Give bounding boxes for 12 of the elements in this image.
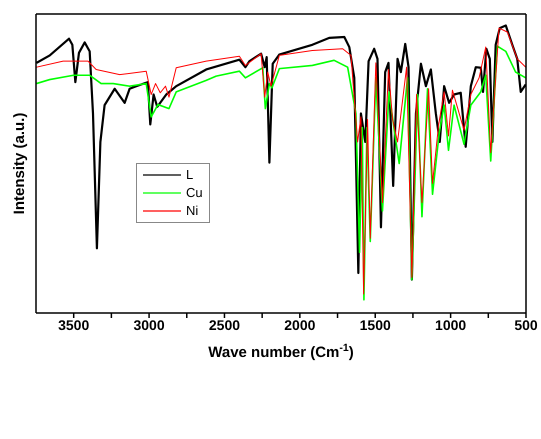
x-tick-label: 3000: [134, 316, 165, 333]
x-tick-label: 2000: [284, 316, 316, 333]
x-tick-label: 500: [514, 316, 538, 333]
y-axis-title: Intensity (a.u.): [11, 112, 28, 214]
legend-label: L: [186, 166, 194, 184]
x-tick-label: 1500: [360, 316, 392, 333]
x-tick-label: 2500: [208, 316, 240, 333]
x-tick-label: 1000: [435, 316, 466, 333]
legend-label: Cu: [186, 184, 203, 202]
legend-label: Ni: [186, 202, 198, 220]
x-tick-label: 3500: [58, 316, 90, 333]
x-axis-title: Wave number (Cm$^{-1}$): [208, 342, 354, 361]
